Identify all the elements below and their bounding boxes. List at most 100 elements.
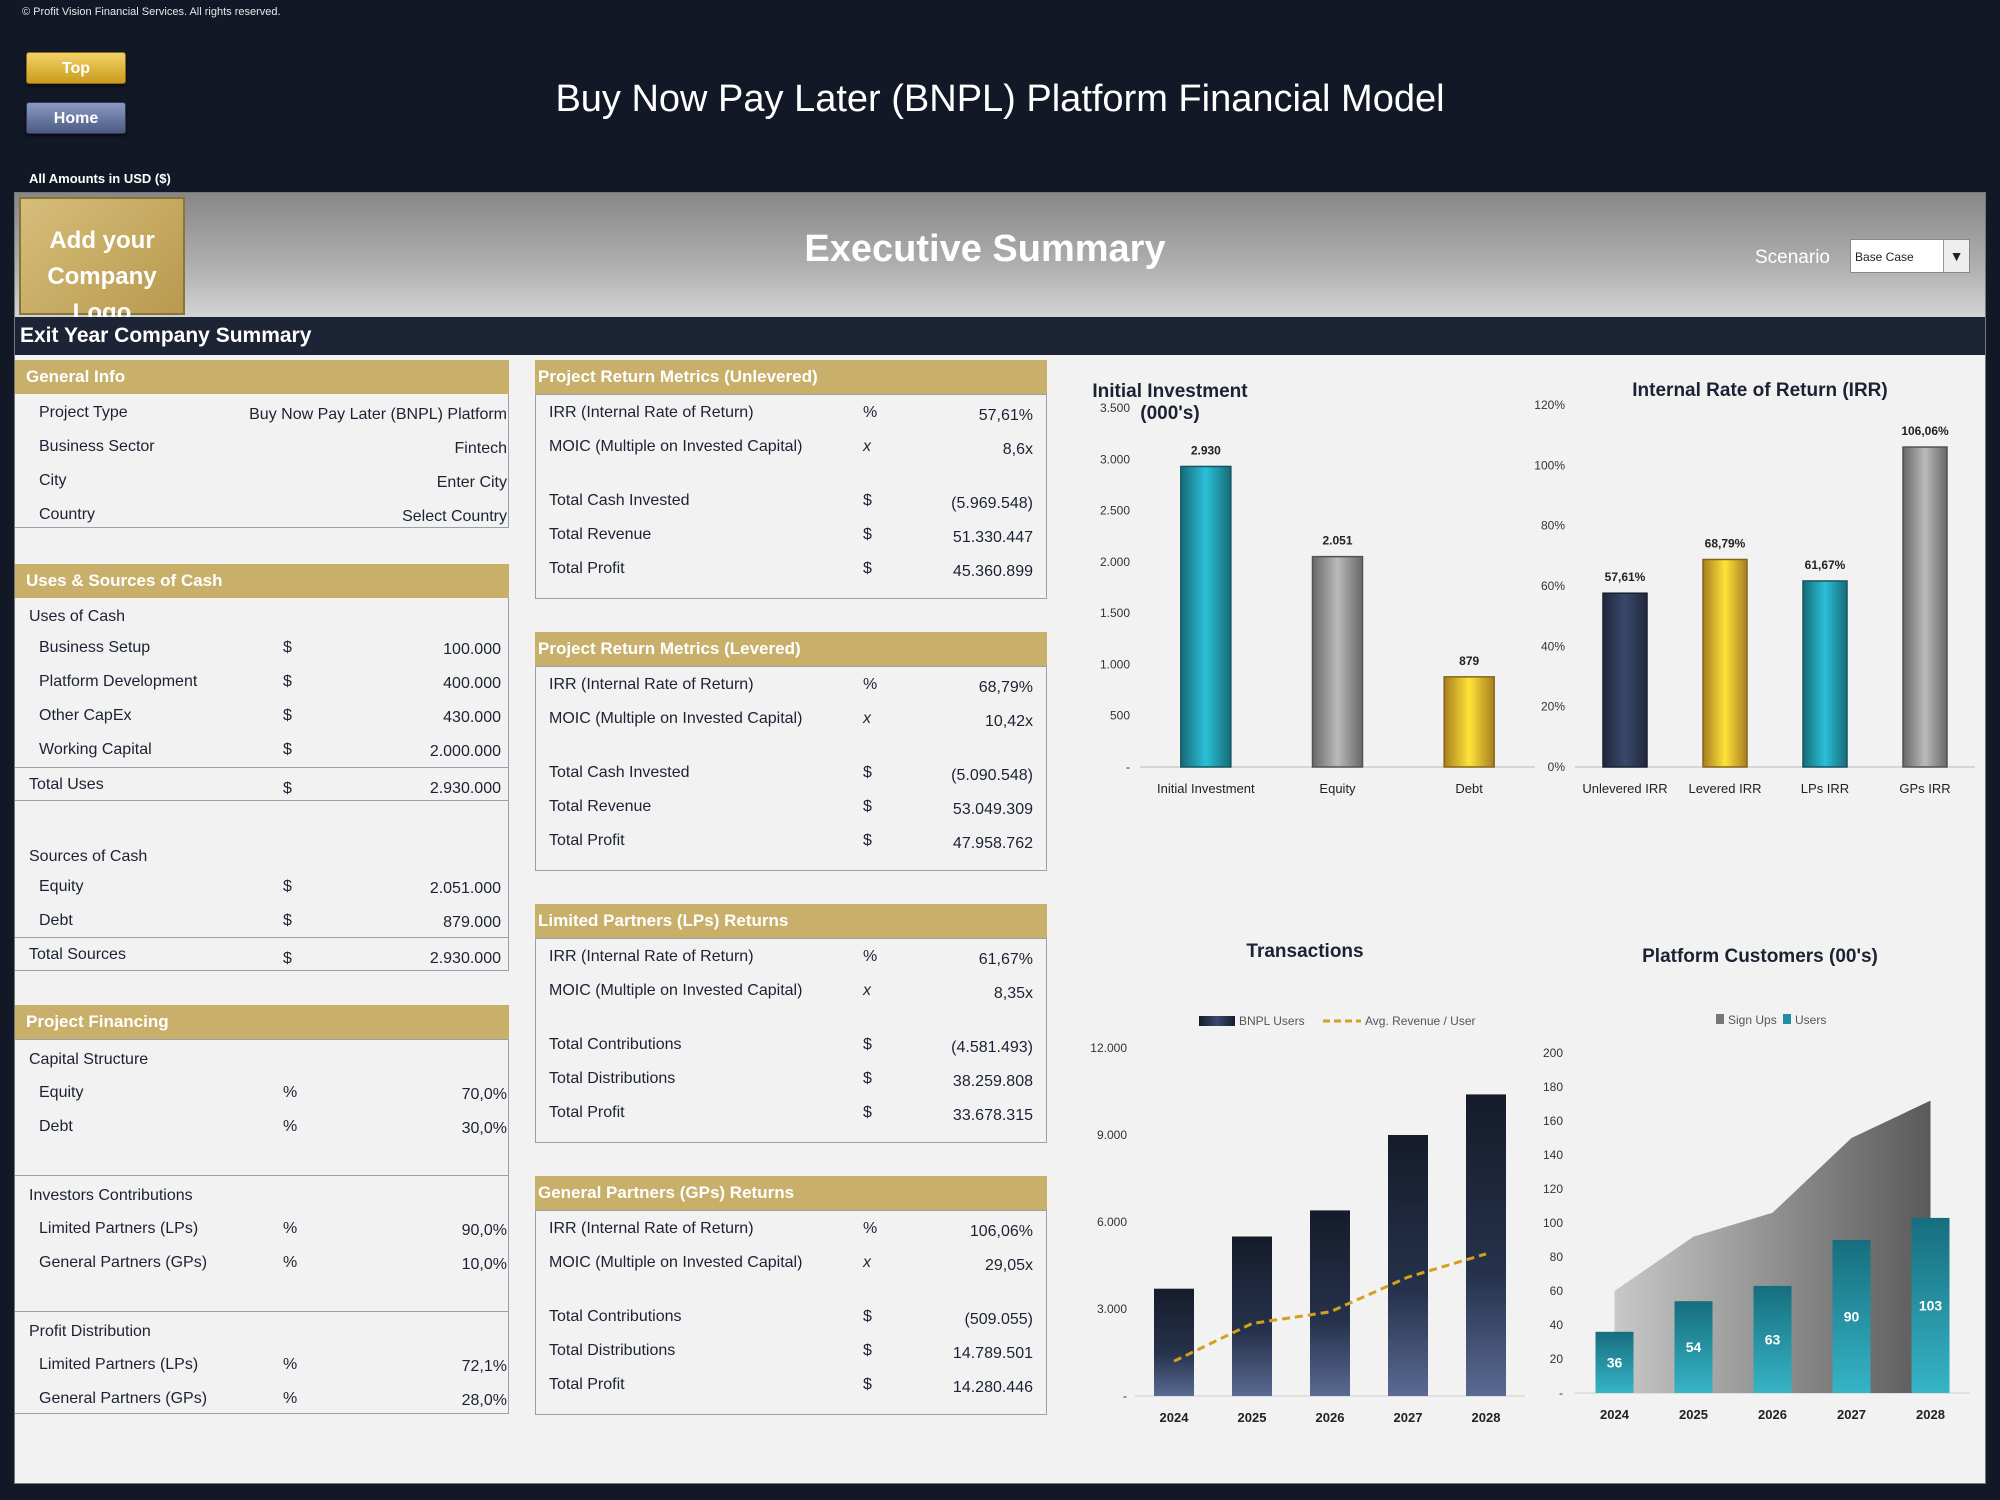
divider (535, 1210, 1047, 1211)
row-label: Equity (39, 878, 84, 895)
investment-chart: - 500 1.000 1.500 2.000 2.500 3.000 3.500 2.930 I… (1100, 401, 1535, 796)
divider (15, 970, 509, 971)
metric-value: (509.055) (964, 1311, 1034, 1328)
bar-value-label: 103 (1919, 1297, 1943, 1313)
summary-panel: Add your Company Logo Executive Summary … (14, 192, 1986, 1484)
metric-label: Total Cash Invested (549, 492, 690, 509)
metric-symbol: % (863, 404, 878, 421)
metric-symbol: $ (863, 1342, 872, 1359)
bar (1232, 1236, 1272, 1396)
metrics-header: General Partners (GPs) Returns (535, 1176, 1047, 1210)
row-symbol: $ (283, 639, 292, 656)
row-value: 2.000.000 (429, 743, 501, 760)
row-label: Business Sector (39, 438, 155, 455)
legend-label: Avg. Revenue / User (1365, 1014, 1476, 1028)
metric-value: 14.280.446 (952, 1379, 1033, 1396)
divider (508, 1039, 509, 1413)
row-label: General Partners (GPs) (39, 1390, 208, 1407)
divider (535, 870, 1047, 871)
legend-swatch (1783, 1014, 1791, 1024)
row-symbol: $ (283, 950, 292, 967)
metric-label: IRR (Internal Rate of Return) (549, 948, 754, 965)
metric-label: MOIC (Multiple on Invested Capital) (549, 1254, 803, 1271)
uses-sources-header: Uses & Sources of Cash (15, 564, 509, 598)
scenario-dropdown[interactable]: Base Case ▼ (1850, 239, 1970, 273)
dropdown-arrow-icon[interactable]: ▼ (1943, 240, 1969, 272)
company-logo-placeholder[interactable]: Add your Company Logo (19, 197, 185, 326)
bar-value-label: 2.930 (1191, 443, 1221, 457)
page-title: Executive Summary (804, 228, 1166, 270)
row-symbol: $ (283, 912, 292, 929)
investors-contributions-title: Investors Contributions (29, 1187, 193, 1204)
metric-label: Total Contributions (549, 1308, 682, 1325)
sources-of-cash-title: Sources of Cash (29, 848, 148, 865)
x-tick-label: 2027 (1837, 1407, 1866, 1422)
metric-value: 8,35x (993, 985, 1033, 1002)
row-label: Country (39, 506, 96, 523)
row-symbol: % (283, 1118, 298, 1135)
bar (1595, 1331, 1634, 1393)
home-button[interactable]: Home (26, 102, 126, 134)
row-value: Enter City (436, 474, 507, 491)
metric-symbol: $ (863, 1070, 872, 1087)
bar (1753, 1285, 1792, 1393)
row-label: Other CapEx (39, 707, 132, 724)
divider (508, 394, 509, 527)
divider (15, 1039, 509, 1040)
bar-value-label: 54 (1686, 1339, 1702, 1355)
row-value: 100.000 (443, 641, 501, 658)
divider (535, 1414, 1047, 1415)
y-tick-label: 2.500 (1100, 504, 1130, 518)
divider (535, 598, 1047, 599)
bar (1802, 580, 1848, 768)
top-button[interactable]: Top (26, 52, 126, 84)
row-label: Debt (39, 1118, 73, 1135)
y-tick-label: 180 (1543, 1080, 1563, 1094)
y-tick-label: 1.000 (1100, 657, 1130, 671)
bar (1602, 592, 1648, 768)
metric-symbol: $ (863, 1308, 872, 1325)
row-label: Platform Development (39, 673, 198, 690)
bar-value-label: 63 (1765, 1331, 1781, 1347)
metric-symbol: % (863, 1220, 878, 1237)
bar-value-label: 90 (1844, 1309, 1860, 1325)
scenario-value: Base Case (1855, 250, 1914, 264)
metric-label: Total Revenue (549, 526, 652, 543)
row-symbol: % (283, 1356, 298, 1373)
row-value: 2.051.000 (429, 880, 501, 897)
y-tick-label: 120% (1535, 398, 1565, 412)
row-value: 72,1% (461, 1358, 507, 1375)
total-uses-value: 2.930.000 (429, 780, 501, 797)
metric-symbol: $ (863, 560, 872, 577)
divider (15, 800, 509, 801)
metric-symbol: x (863, 1254, 871, 1271)
divider (1046, 666, 1047, 870)
copyright-notice: © Profit Vision Financial Services. All … (22, 6, 281, 18)
bar (1674, 1301, 1713, 1393)
row-value: 70,0% (461, 1086, 507, 1103)
divider (15, 1413, 509, 1414)
y-tick-label: 100% (1535, 458, 1565, 472)
general-info-header: General Info (15, 360, 509, 394)
divider (535, 1210, 536, 1414)
metric-symbol: $ (863, 832, 872, 849)
row-symbol: % (283, 1220, 298, 1237)
divider (15, 937, 509, 938)
section-strip: Exit Year Company Summary (15, 317, 1985, 355)
row-value: 90,0% (461, 1222, 507, 1239)
bar (1443, 676, 1495, 768)
row-value: Select Country (402, 508, 507, 525)
y-tick-label: 20 (1550, 1352, 1564, 1366)
y-tick-label: 40% (1541, 639, 1565, 653)
divider (1046, 1210, 1047, 1414)
metric-symbol: $ (863, 764, 872, 781)
metric-value: 29,05x (984, 1257, 1033, 1274)
metric-value: 57,61% (978, 407, 1033, 424)
bar (1466, 1094, 1506, 1396)
x-tick-label: 2025 (1238, 1410, 1267, 1425)
metric-label: Total Profit (549, 832, 625, 849)
row-label: Limited Partners (LPs) (39, 1220, 199, 1237)
row-symbol: $ (283, 780, 292, 797)
row-symbol: % (283, 1084, 298, 1101)
row-symbol: % (283, 1254, 298, 1271)
